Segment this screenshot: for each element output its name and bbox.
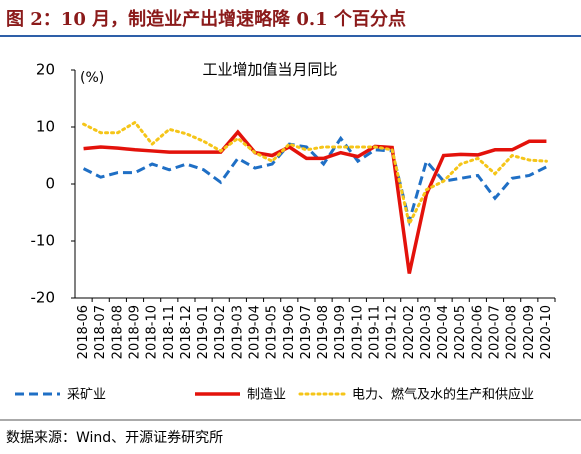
x-tick-label: 2019-11 bbox=[368, 305, 383, 359]
legend-label: 制造业 bbox=[247, 388, 286, 403]
chart-title: 工业增加值当月同比 bbox=[202, 61, 337, 79]
x-tick-label: 2020-10 bbox=[539, 305, 554, 359]
x-tick-label: 2018-06 bbox=[76, 305, 91, 359]
x-tick-label: 2019-03 bbox=[230, 305, 245, 359]
x-tick-label: 2019-04 bbox=[248, 305, 263, 359]
series-line bbox=[83, 129, 547, 274]
x-tick-label: 2020-05 bbox=[453, 305, 468, 359]
y-tick-label: 0 bbox=[45, 175, 55, 193]
y-axis-label: (%) bbox=[80, 70, 104, 86]
x-tick-label: 2020-09 bbox=[522, 305, 537, 359]
x-tick-label: 2018-12 bbox=[179, 305, 194, 359]
x-tick-label: 2020-04 bbox=[436, 305, 451, 359]
x-tick-label: 2018-08 bbox=[110, 305, 125, 359]
x-tick-label: 2018-09 bbox=[128, 305, 143, 359]
legend-label: 电力、燃气及水的生产和供应业 bbox=[352, 387, 534, 403]
x-tick-label: 2019-02 bbox=[213, 305, 228, 359]
x-tick-label: 2019-09 bbox=[333, 305, 348, 359]
x-tick-label: 2020-03 bbox=[419, 305, 434, 359]
x-tick-label: 2020-08 bbox=[505, 305, 520, 359]
x-tick-label: 2018-10 bbox=[145, 305, 160, 359]
y-tick-label: -10 bbox=[31, 232, 56, 250]
x-tick-label: 2019-07 bbox=[299, 305, 314, 359]
x-tick-label: 2019-10 bbox=[350, 305, 365, 359]
x-tick-label: 2019-08 bbox=[316, 305, 331, 359]
x-tick-label: 2019-01 bbox=[196, 305, 211, 359]
figure-title: 图 2：10 月，制造业产出增速略降 0.1 个百分点 bbox=[6, 8, 406, 30]
y-tick-label: 10 bbox=[36, 118, 55, 136]
x-tick-label: 2018-11 bbox=[162, 305, 177, 359]
legend-label: 采矿业 bbox=[67, 388, 106, 403]
x-tick-label: 2020-06 bbox=[470, 305, 485, 359]
x-tick-label: 2019-05 bbox=[265, 305, 280, 359]
x-tick-label: 2020-02 bbox=[402, 305, 417, 359]
x-tick-label: 2019-06 bbox=[282, 305, 297, 359]
y-tick-label: 20 bbox=[36, 61, 55, 79]
source: 数据来源：Wind、开源证券研究所 bbox=[6, 430, 223, 446]
y-tick-label: -20 bbox=[31, 289, 56, 307]
x-tick-label: 2018-07 bbox=[93, 305, 108, 359]
series-line bbox=[82, 120, 548, 229]
x-tick-label: 2019-12 bbox=[385, 305, 400, 359]
x-tick-label: 2020-07 bbox=[488, 305, 503, 359]
series-line bbox=[82, 135, 548, 227]
